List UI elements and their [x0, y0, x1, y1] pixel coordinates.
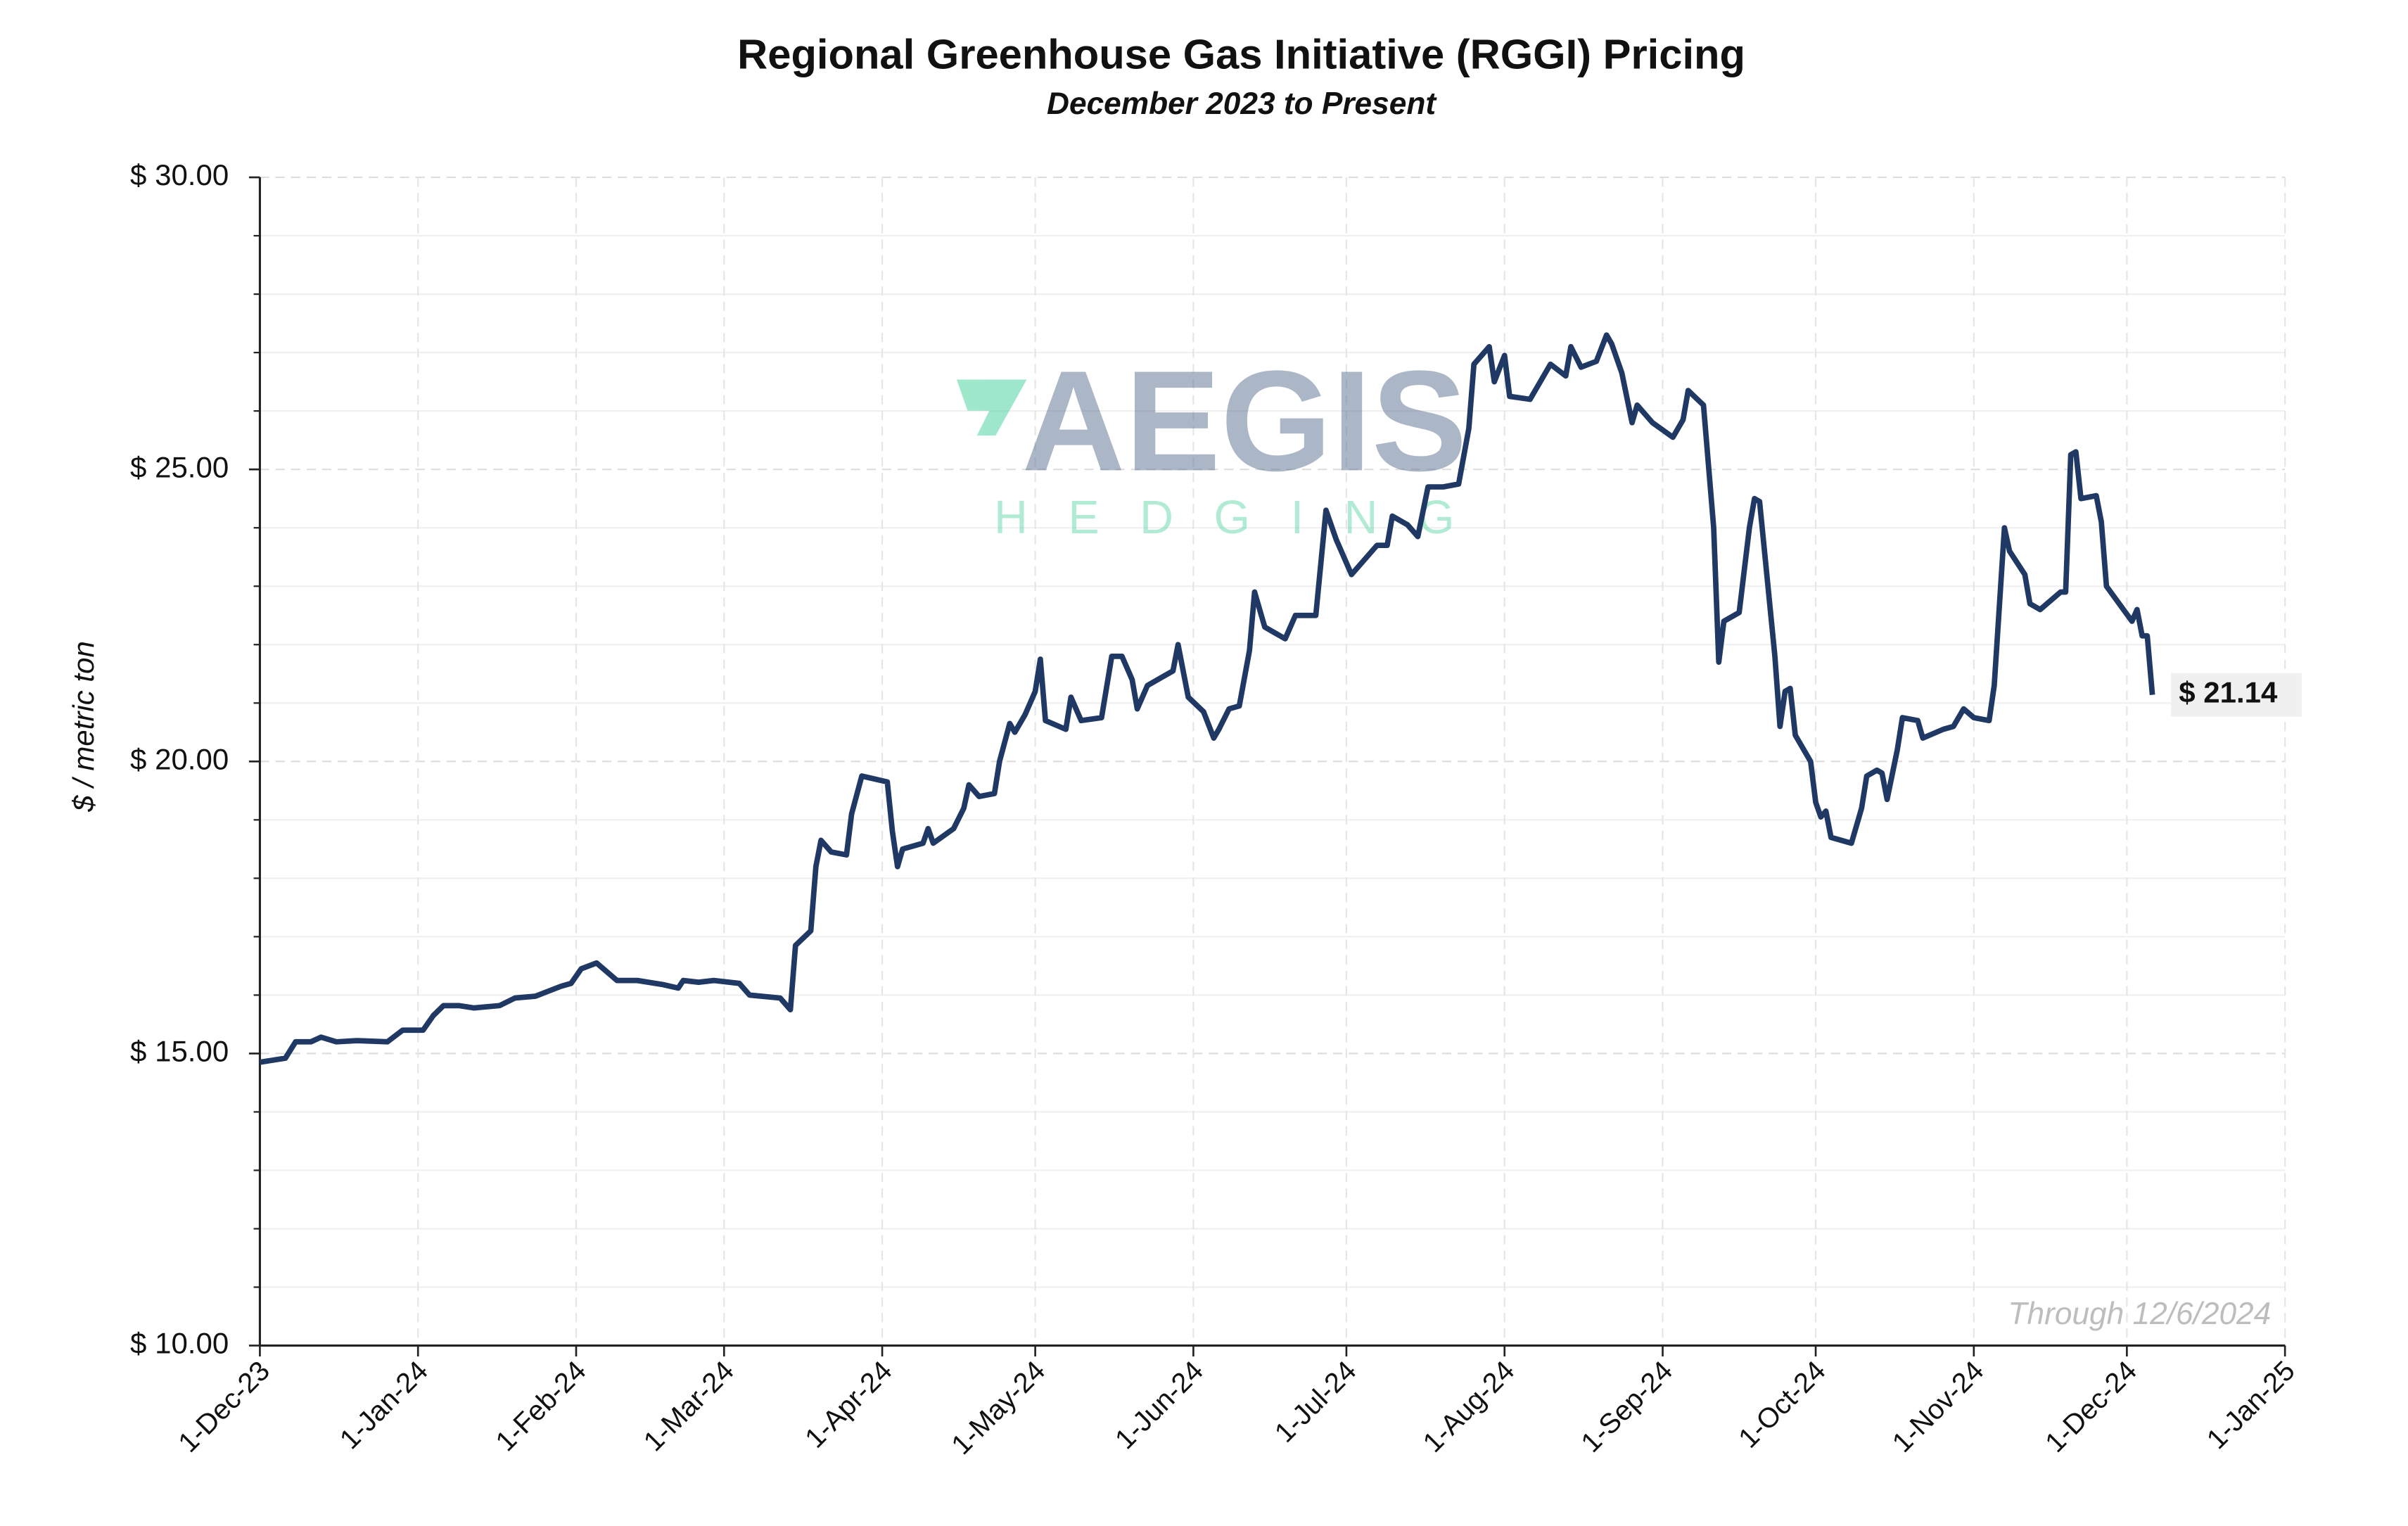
watermark-title: AEGIS	[1022, 341, 1467, 501]
watermark: AEGIS HEDGING	[956, 341, 1495, 544]
chart-subtitle: December 2023 to Present	[1047, 87, 1437, 121]
y-axis-label: $ / metric ton	[67, 641, 100, 813]
annotation-box	[2171, 673, 2302, 717]
price-line	[259, 332, 2155, 1065]
chart-title: Regional Greenhouse Gas Initiative (RGGI…	[737, 31, 1745, 78]
watermark-subtitle: HEDGING	[994, 492, 1495, 544]
y-tick-label: $ 30.00	[130, 158, 229, 191]
logo-shape	[956, 379, 1027, 436]
annotation-label: $ 21.14	[2179, 676, 2278, 709]
y-tick-label: $ 15.00	[130, 1034, 229, 1067]
y-tick-label: $ 25.00	[130, 450, 229, 483]
y-tick-label: $ 20.00	[130, 742, 229, 775]
note: Through 12/6/2024	[2008, 1297, 2272, 1331]
y-tick-label: $ 10.00	[130, 1327, 229, 1360]
